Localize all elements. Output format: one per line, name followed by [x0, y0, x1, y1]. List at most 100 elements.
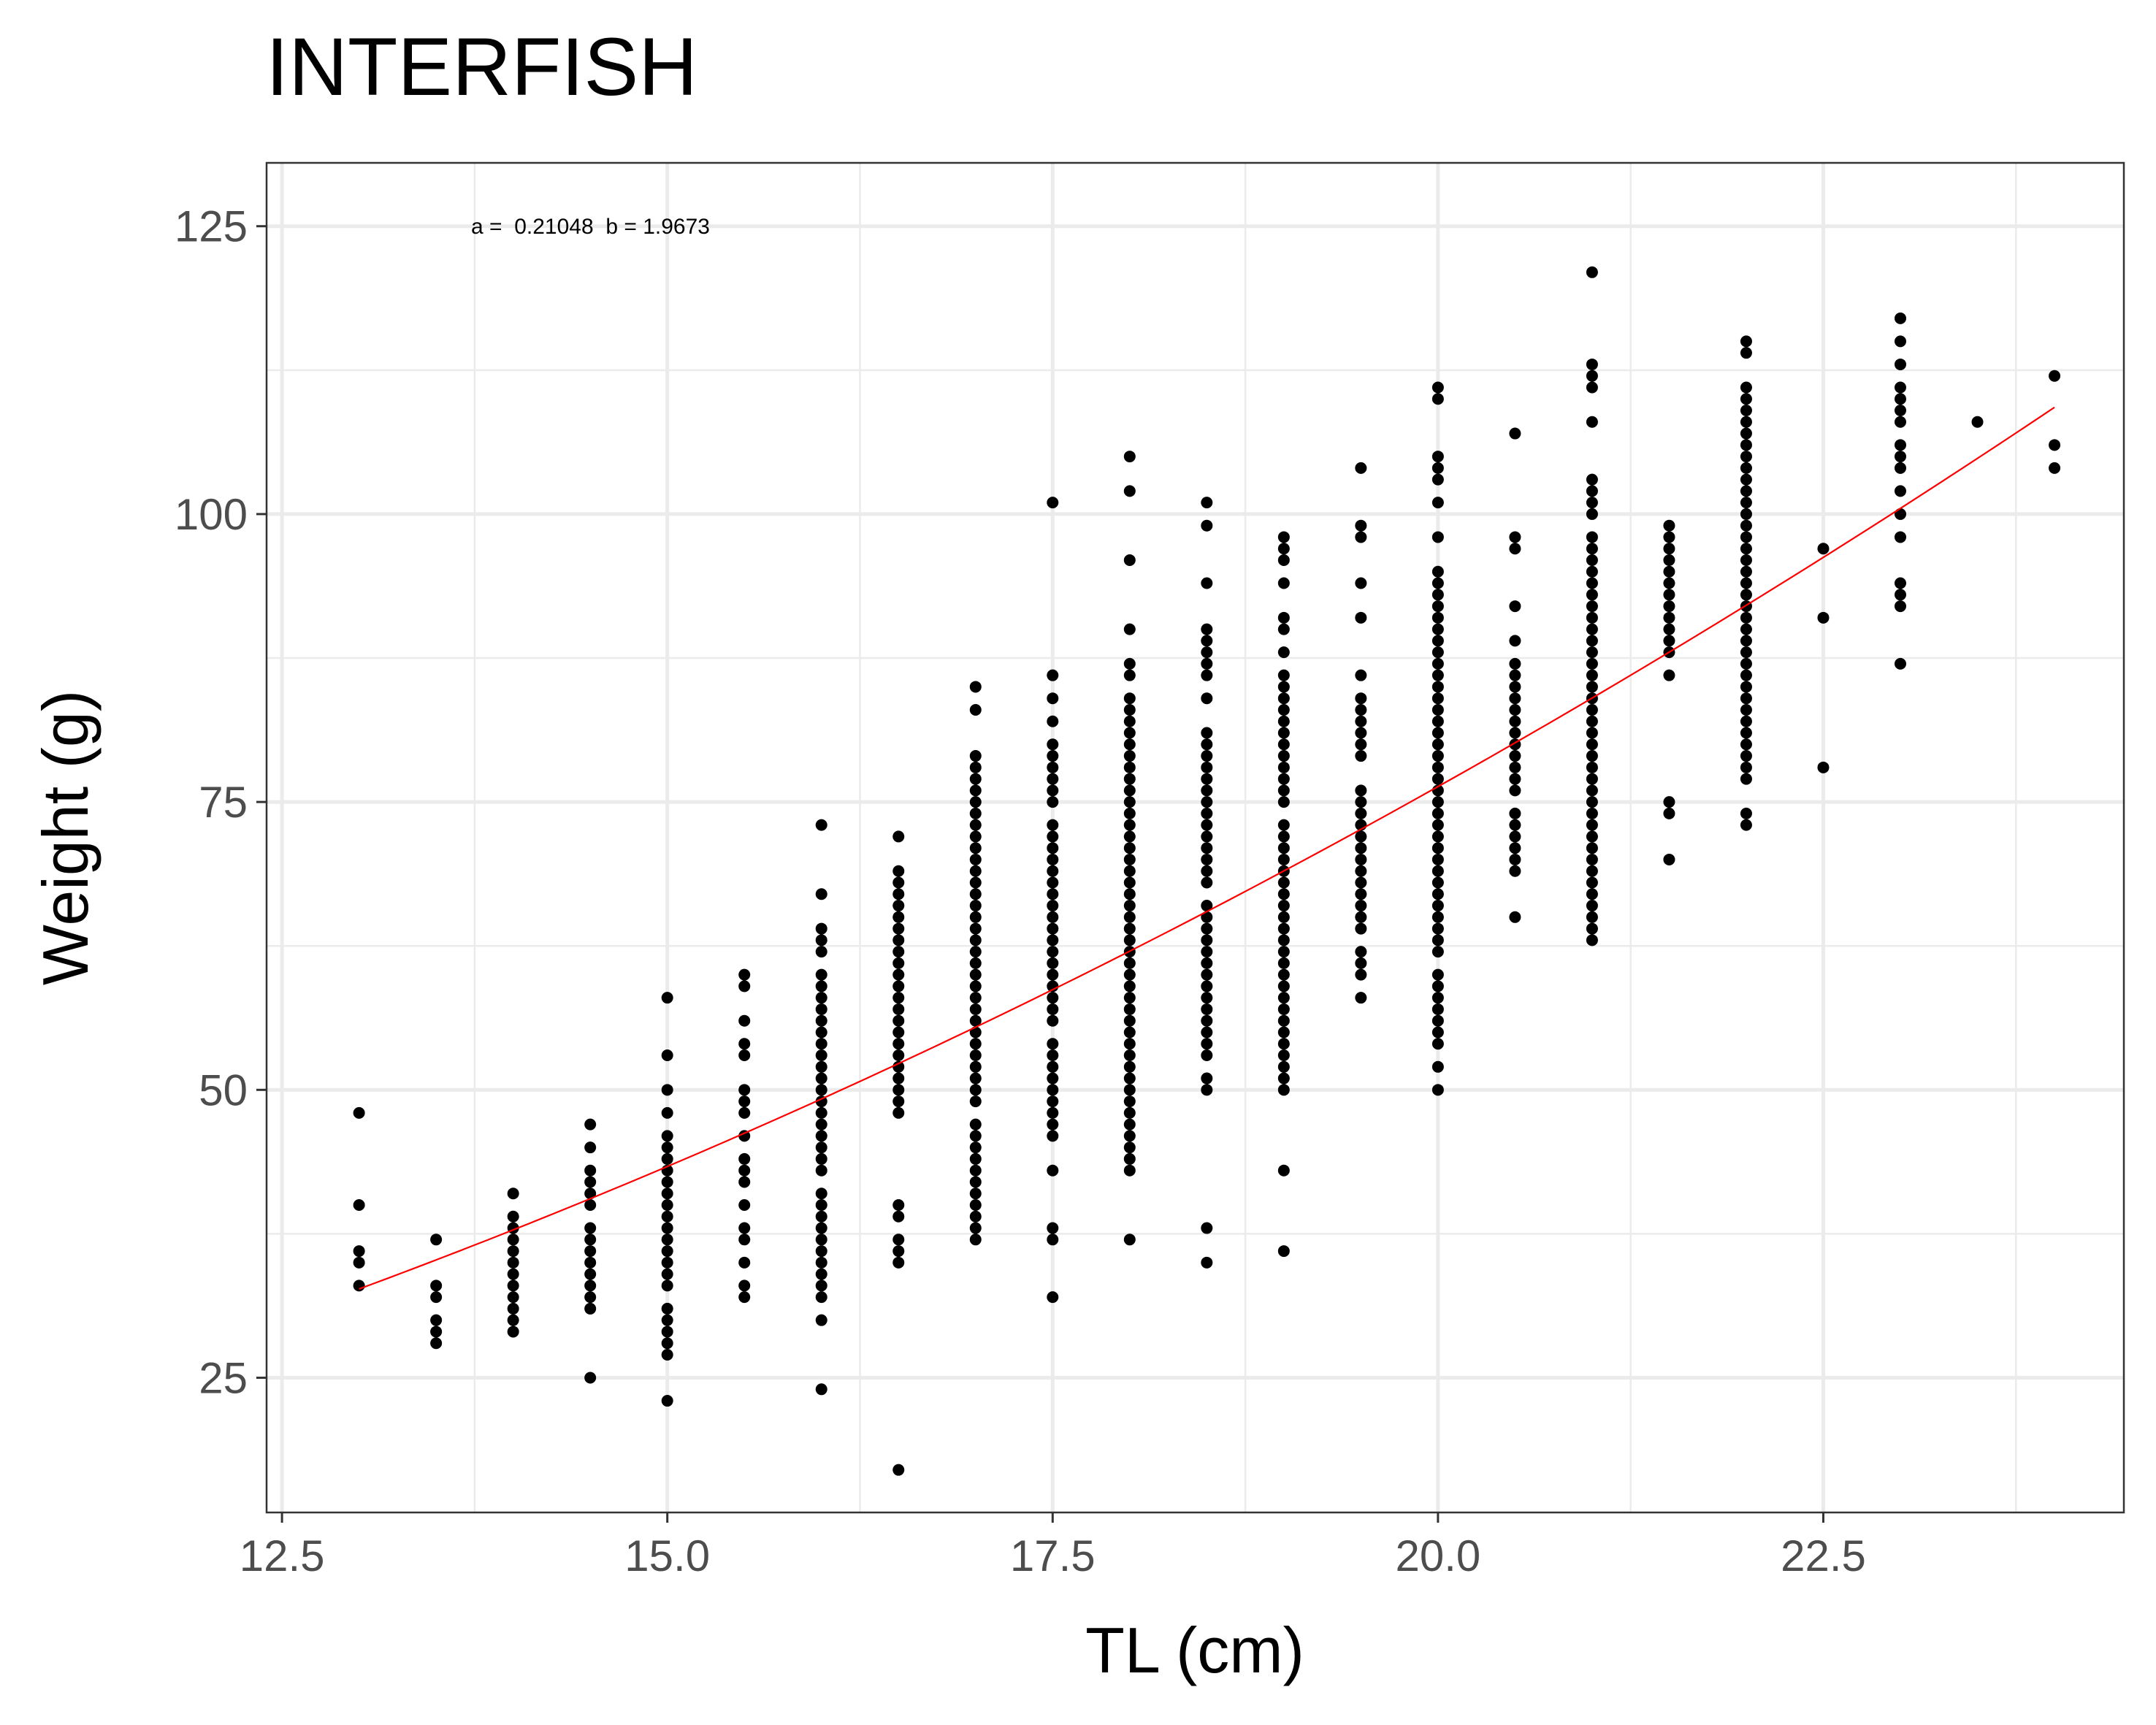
data-point — [1740, 427, 1752, 440]
data-point — [1509, 853, 1521, 865]
data-point — [1740, 451, 1752, 463]
data-point — [661, 1245, 673, 1258]
data-point — [738, 1038, 751, 1050]
data-point — [1201, 957, 1213, 969]
data-point — [892, 1072, 905, 1085]
data-point — [1431, 968, 1444, 981]
data-point — [1277, 876, 1290, 889]
data-point — [1201, 968, 1213, 981]
data-point — [892, 968, 905, 981]
data-point — [892, 1049, 905, 1062]
data-point — [584, 1291, 597, 1304]
data-point — [969, 865, 982, 877]
data-point — [1047, 669, 1059, 681]
data-point — [1201, 761, 1213, 773]
data-point — [892, 1245, 905, 1258]
data-point — [584, 1198, 597, 1211]
data-point — [661, 992, 673, 1004]
data-point — [738, 1152, 751, 1165]
data-point — [1047, 497, 1059, 509]
data-point — [1740, 565, 1752, 578]
data-point — [1123, 1072, 1136, 1085]
data-point — [1586, 635, 1598, 647]
data-point — [1509, 657, 1521, 670]
data-point — [892, 1003, 905, 1015]
data-point — [1740, 531, 1752, 543]
data-point — [1355, 669, 1367, 681]
data-point — [1201, 922, 1213, 935]
data-point — [1663, 796, 1675, 808]
data-point — [969, 1233, 982, 1246]
y-tick-label: 125 — [175, 202, 248, 251]
data-point — [969, 957, 982, 969]
data-point — [1201, 773, 1213, 785]
data-point — [1201, 900, 1213, 912]
data-point — [1431, 911, 1444, 923]
data-point — [969, 1049, 982, 1062]
data-point — [1586, 681, 1598, 693]
data-point — [815, 1164, 827, 1177]
data-point — [738, 1049, 751, 1062]
data-point — [1355, 876, 1367, 889]
data-point — [1894, 381, 1906, 394]
x-tick-label: 20.0 — [1395, 1531, 1480, 1580]
data-point — [1894, 657, 1906, 670]
data-point — [815, 1291, 827, 1304]
data-point — [1431, 393, 1444, 405]
data-point — [1277, 681, 1290, 693]
data-point — [1123, 1084, 1136, 1096]
data-point — [507, 1302, 519, 1315]
data-point — [815, 1072, 827, 1085]
data-point — [1123, 830, 1136, 843]
data-point — [1586, 807, 1598, 819]
data-point — [1047, 1038, 1059, 1050]
data-point — [1047, 1164, 1059, 1177]
data-point — [1586, 600, 1598, 613]
data-point — [1201, 865, 1213, 877]
data-point — [1277, 1003, 1290, 1015]
data-point — [1431, 623, 1444, 635]
data-point — [1509, 865, 1521, 877]
data-point — [969, 934, 982, 946]
data-point — [1586, 497, 1598, 509]
data-point — [738, 1130, 751, 1142]
data-point — [1277, 911, 1290, 923]
x-axis-label: TL (cm) — [1085, 1614, 1304, 1686]
data-point — [815, 888, 827, 900]
data-point — [1894, 462, 1906, 474]
data-point — [1047, 1106, 1059, 1119]
data-point — [1509, 681, 1521, 693]
y-tick-label: 25 — [199, 1354, 248, 1403]
y-axis: 25 50 75 100 125 — [175, 202, 267, 1403]
data-point — [1355, 796, 1367, 808]
data-point — [1047, 946, 1059, 958]
data-point — [1047, 934, 1059, 946]
data-point — [892, 1210, 905, 1223]
data-point — [1355, 900, 1367, 912]
data-point — [969, 1222, 982, 1234]
data-point — [1277, 669, 1290, 681]
data-point — [507, 1233, 519, 1246]
data-point — [661, 1049, 673, 1062]
data-point — [1586, 543, 1598, 555]
data-point — [1431, 1003, 1444, 1015]
data-point — [1047, 796, 1059, 808]
data-point — [1431, 451, 1444, 463]
data-point — [1663, 565, 1675, 578]
data-point — [1277, 750, 1290, 762]
data-point — [1277, 623, 1290, 635]
data-point — [1277, 853, 1290, 865]
data-point — [1586, 554, 1598, 566]
data-point — [1431, 381, 1444, 394]
data-point — [1201, 842, 1213, 854]
data-point — [1663, 635, 1675, 647]
data-point — [1740, 554, 1752, 566]
data-point — [1509, 715, 1521, 727]
data-point — [1663, 554, 1675, 566]
data-point — [661, 1256, 673, 1269]
data-point — [1355, 531, 1367, 543]
data-point — [1894, 589, 1906, 601]
data-point — [1123, 451, 1136, 463]
data-point — [1047, 1084, 1059, 1096]
data-point — [430, 1326, 443, 1338]
